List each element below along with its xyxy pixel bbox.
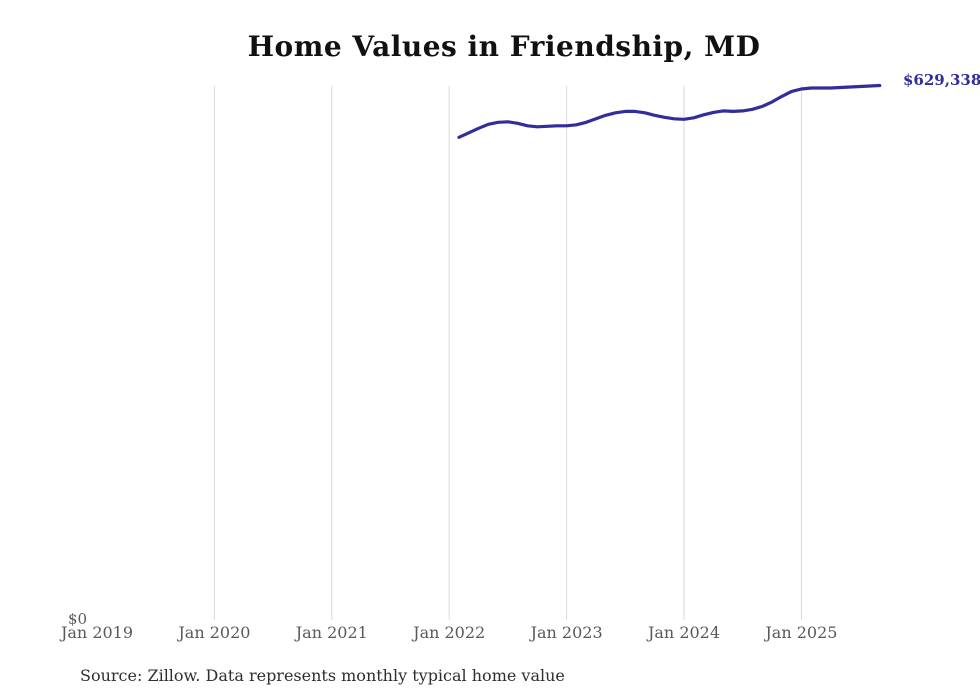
- chart-title: Home Values in Friendship, MD: [247, 30, 761, 63]
- x-tick-label: Jan 2022: [413, 623, 486, 642]
- x-tick-label: Jan 2025: [765, 623, 838, 642]
- x-tick-label: Jan 2021: [295, 623, 368, 642]
- latest-value-label: $629,338: [903, 71, 980, 89]
- x-tick-label: Jan 2020: [178, 623, 251, 642]
- x-tick-label: Jan 2024: [647, 623, 721, 642]
- home-value-line: [457, 83, 882, 139]
- x-tick-label: Jan 2019: [60, 623, 134, 642]
- source-note: Source: Zillow. Data represents monthly …: [80, 666, 565, 685]
- x-tick-label: Jan 2023: [530, 623, 603, 642]
- y-axis-zero-label: $0: [68, 610, 88, 628]
